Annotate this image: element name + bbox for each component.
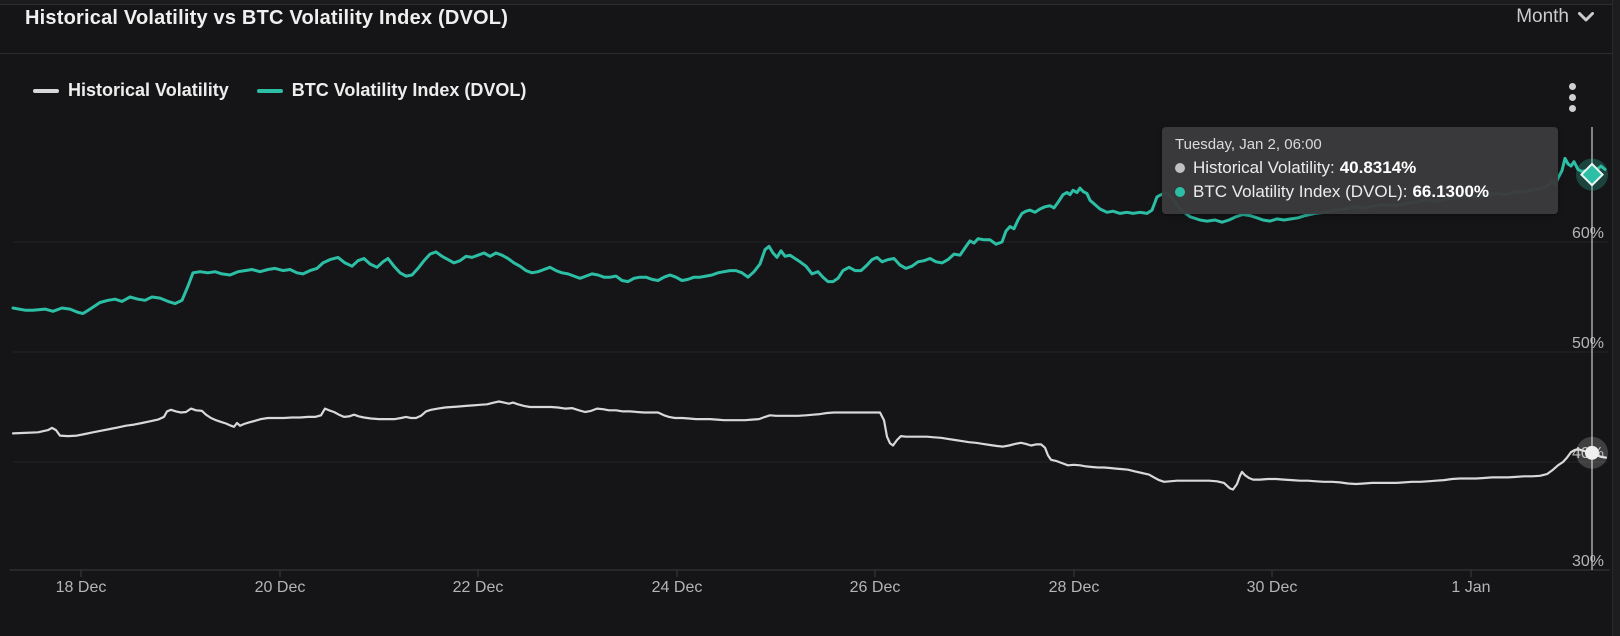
dvol-point-marker (1579, 162, 1605, 187)
tooltip-label: Historical Volatility: (1193, 158, 1335, 177)
tooltip-label: BTC Volatility Index (DVOL): (1193, 182, 1408, 201)
x-axis-label: 18 Dec (56, 579, 107, 596)
tooltip-value: 40.8314% (1339, 158, 1417, 177)
chevron-down-icon (1578, 12, 1594, 22)
period-dropdown[interactable]: Month (1516, 6, 1594, 28)
page-title: Historical Volatility vs BTC Volatility … (25, 7, 509, 29)
historical-volatility-line-swatch (33, 88, 59, 93)
x-axis-label: 1 Jan (1451, 579, 1490, 596)
kebab-icon (1568, 82, 1576, 90)
y-axis-label: 50% (1572, 335, 1604, 352)
x-axis-label: 24 Dec (652, 579, 703, 596)
chart-legend: Historical Volatility BTC Volatility Ind… (33, 80, 526, 101)
header-divider (0, 53, 1613, 54)
legend-label: Historical Volatility (68, 80, 229, 100)
x-axis-label: 22 Dec (453, 579, 504, 596)
x-axis-label: 28 Dec (1049, 579, 1100, 596)
x-axis-label: 26 Dec (850, 579, 901, 596)
tooltip-value: 66.1300% (1412, 182, 1490, 201)
tooltip-date: Tuesday, Jan 2, 06:00 (1175, 136, 1322, 153)
dvol-line (11, 156, 1607, 315)
legend-label: BTC Volatility Index (DVOL) (291, 80, 527, 100)
legend-item-historical-volatility[interactable]: Historical Volatility (33, 80, 229, 101)
right-edge-strip (1612, 0, 1620, 636)
dvol-line-swatch (256, 88, 283, 93)
kebab-icon (1568, 93, 1576, 101)
top-edge-strip (0, 0, 1620, 5)
y-axis-label: 30% (1572, 553, 1604, 570)
x-axis-label: 20 Dec (255, 579, 306, 596)
kebab-icon (1568, 104, 1576, 112)
x-axis-label: 30 Dec (1247, 579, 1298, 596)
series-bullet-icon (1175, 187, 1185, 197)
historical-volatility-line (11, 400, 1608, 491)
period-dropdown-value: Month (1516, 6, 1569, 27)
chart-tooltip: Tuesday, Jan 2, 06:00 Historical Volatil… (1162, 127, 1558, 214)
y-axis-label: 60% (1572, 225, 1604, 242)
more-options-button[interactable] (1561, 77, 1583, 117)
tooltip-row-historical-volatility: Historical Volatility: 40.8314% (1175, 156, 1545, 180)
tooltip-row-dvol: BTC Volatility Index (DVOL): 66.1300% (1175, 180, 1545, 204)
historical-volatility-point-marker (1585, 445, 1599, 460)
legend-item-dvol[interactable]: BTC Volatility Index (DVOL) (256, 80, 527, 101)
series-bullet-icon (1175, 163, 1185, 173)
